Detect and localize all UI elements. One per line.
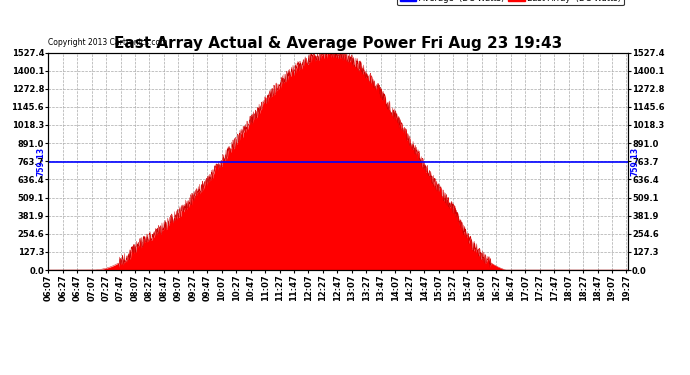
Text: Copyright 2013 Cartronics.com: Copyright 2013 Cartronics.com — [48, 38, 168, 47]
Legend: Average  (DC Watts), East Array  (DC Watts): Average (DC Watts), East Array (DC Watts… — [397, 0, 624, 5]
Title: East Array Actual & Average Power Fri Aug 23 19:43: East Array Actual & Average Power Fri Au… — [114, 36, 562, 51]
Text: 759.13: 759.13 — [631, 147, 640, 177]
Text: 759.13: 759.13 — [37, 147, 46, 177]
